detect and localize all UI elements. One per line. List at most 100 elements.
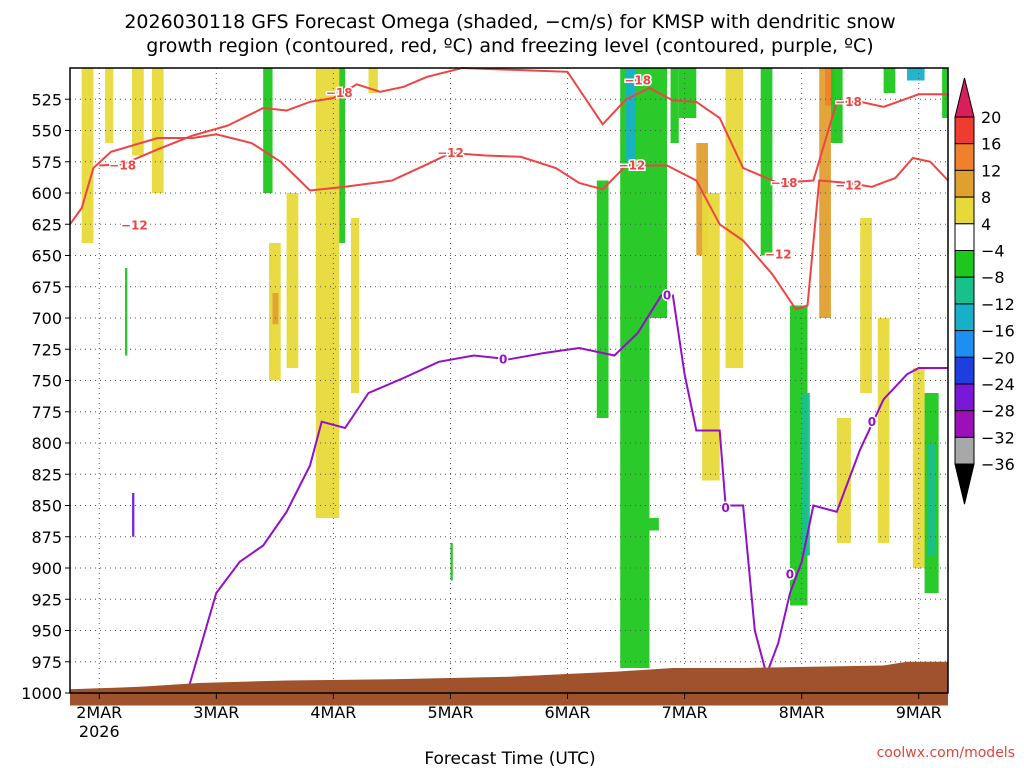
- colorbar-swatch-7: [954, 276, 975, 305]
- y-tick-label-775: 775: [31, 403, 62, 422]
- omega-shade-26: [830, 68, 843, 143]
- credit-text: coolwx.com/models: [877, 745, 1015, 761]
- omega-shade-35: [942, 68, 948, 118]
- y-tick-label-850: 850: [31, 497, 62, 516]
- omega-shade-21: [760, 68, 773, 256]
- contour-label-0-1: −12: [437, 146, 464, 160]
- y-tick-label-625: 625: [31, 215, 62, 234]
- x-tick-label-2MAR: 2MAR: [76, 703, 122, 722]
- colorbar-swatch-9: [954, 330, 975, 358]
- x-tick-year: 2026: [79, 722, 120, 741]
- colorbar-swatch-6: [954, 250, 975, 278]
- colorbar-top-arrow: [954, 77, 975, 118]
- contour-label-1-2: −18: [624, 74, 651, 88]
- omega-shade-28: [860, 218, 872, 393]
- omega-shade-15: [649, 68, 668, 318]
- omega-shade-7: [286, 193, 299, 368]
- omega-shade-34: [928, 443, 936, 556]
- colorbar-label-0: 20: [981, 108, 1001, 127]
- colorbar: 20 16 12 8 4 −4 −8 −12 −16 −20 −24 −28 −32 −36: [954, 77, 1015, 505]
- y-tick-label-925: 925: [31, 590, 62, 609]
- contour-label-0-2: −12: [619, 159, 646, 173]
- omega-shade-16: [670, 68, 679, 143]
- colorbar-swatch-11: [954, 383, 975, 412]
- colorbar-bottom-arrow: [954, 463, 975, 505]
- colorbar-label-7: −12: [981, 295, 1015, 314]
- y-tick-label-575: 575: [31, 153, 62, 172]
- y-tick-label-800: 800: [31, 434, 62, 453]
- contour-label-2-3: 0: [786, 567, 794, 581]
- chart-title-line1: 2026030118 GFS Forecast Omega (shaded, −…: [124, 11, 895, 33]
- omega-shade-39: [649, 518, 659, 531]
- colorbar-label-12: −32: [981, 428, 1015, 447]
- y-tick-label-550: 550: [31, 122, 62, 141]
- omega-shade-9: [339, 68, 346, 243]
- omega-shade-14: [626, 68, 636, 162]
- colorbar-label-13: −36: [981, 455, 1015, 474]
- y-tick-label-525: 525: [31, 90, 62, 109]
- omega-shade-4: [263, 68, 273, 193]
- colorbar-swatch-2: [954, 143, 975, 171]
- colorbar-label-1: 16: [981, 135, 1001, 154]
- colorbar-label-11: −28: [981, 402, 1015, 421]
- colorbar-label-2: 12: [981, 161, 1001, 180]
- y-tick-label-725: 725: [31, 340, 62, 359]
- contour-label-1-3: −18: [771, 176, 798, 190]
- y-tick-label-675: 675: [31, 278, 62, 297]
- contour-label-1-4: −18: [835, 95, 862, 109]
- x-tick-label-3MAR: 3MAR: [193, 703, 239, 722]
- terrain-area: [70, 661, 948, 706]
- contour-label-0-3: −12: [765, 247, 792, 261]
- contour-line-2: [186, 294, 948, 694]
- y-tick-label-975: 975: [31, 653, 62, 672]
- contour-line-0: [69, 133, 949, 311]
- x-tick-label-7MAR: 7MAR: [662, 703, 708, 722]
- omega-shade-29: [877, 318, 890, 543]
- x-tick-label-6MAR: 6MAR: [545, 703, 591, 722]
- x-tick-label-9MAR: 9MAR: [896, 703, 942, 722]
- x-axis: 2MAR 3MAR 4MAR 5MAR 6MAR 7MAR 8MAR 9MAR 2026: [76, 693, 942, 741]
- colorbar-swatch-3: [954, 169, 975, 198]
- y-tick-label-750: 750: [31, 372, 62, 391]
- omega-shade-8: [315, 68, 340, 518]
- colorbar-label-6: −8: [981, 268, 1005, 287]
- x-axis-label: Forecast Time (UTC): [424, 749, 595, 768]
- contour-line-1: [99, 66, 948, 185]
- omega-shade-38: [450, 543, 453, 581]
- y-tick-label-875: 875: [31, 528, 62, 547]
- x-tick-label-8MAR: 8MAR: [779, 703, 825, 722]
- plot-area: [70, 68, 948, 693]
- colorbar-swatch-10: [954, 356, 975, 385]
- omega-shade-3: [151, 68, 164, 193]
- colorbar-swatch-1: [954, 116, 975, 145]
- omega-shade-36: [132, 493, 135, 537]
- colorbar-swatch-5: [954, 223, 975, 252]
- contour-label-0-0: −12: [121, 219, 148, 233]
- omega-shade-31: [907, 68, 925, 81]
- colorbar-swatch-12: [954, 410, 975, 438]
- colorbar-swatch-8: [954, 303, 975, 332]
- omega-shade-20: [725, 68, 744, 368]
- omega-shade-17: [678, 68, 697, 118]
- omega-shade-1: [105, 68, 114, 143]
- colorbar-label-3: 8: [981, 188, 991, 207]
- omega-shade-27: [836, 418, 851, 543]
- colorbar-swatch-13: [954, 436, 975, 465]
- y-tick-label-600: 600: [31, 184, 62, 203]
- omega-shade-19: [702, 193, 720, 481]
- colorbar-label-10: −24: [981, 375, 1015, 394]
- omega-shade-11: [368, 68, 378, 93]
- y-axis: 525 550 575 600 625 650 675 700 725 750 775 800 825 8…: [21, 90, 70, 703]
- y-tick-label-700: 700: [31, 309, 62, 328]
- colorbar-label-4: 4: [981, 215, 991, 234]
- omega-shade-2: [132, 68, 144, 156]
- omega-shade-10: [350, 218, 360, 393]
- x-tick-label-5MAR: 5MAR: [427, 703, 473, 722]
- x-tick-label-4MAR: 4MAR: [310, 703, 356, 722]
- chart-title-line2: growth region (contoured, red, ºC) and f…: [146, 35, 873, 57]
- y-tick-label-1000: 1000: [21, 684, 62, 703]
- colorbar-swatch-4: [954, 196, 975, 225]
- contour-label-1-0: −18: [109, 159, 136, 173]
- omega-shade-25: [825, 68, 835, 106]
